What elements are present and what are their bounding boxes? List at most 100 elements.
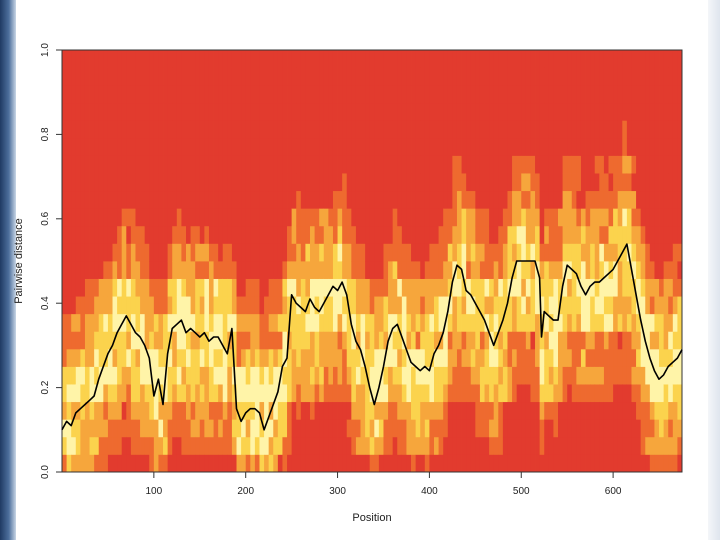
heatmap-cell: [176, 50, 182, 68]
heatmap-cell: [401, 401, 407, 420]
heatmap-cell: [314, 208, 320, 227]
heatmap-cell: [484, 225, 490, 244]
heatmap-cell: [466, 296, 472, 315]
heatmap-cell: [204, 436, 210, 455]
heatmap-cell: [310, 384, 315, 403]
heatmap-cell: [452, 313, 458, 332]
heatmap-cell: [199, 313, 205, 332]
heatmap-cell: [599, 137, 605, 156]
heatmap-cell: [351, 313, 357, 332]
heatmap-cell: [553, 419, 559, 438]
heatmap-cell: [498, 261, 504, 279]
heatmap-cell: [654, 436, 660, 455]
heatmap-cell: [140, 67, 146, 86]
heatmap-cell: [392, 208, 398, 227]
heatmap-cell: [461, 67, 467, 86]
heatmap-cell: [144, 137, 150, 156]
heatmap-cell: [337, 261, 343, 279]
heatmap-cell: [663, 243, 669, 262]
heatmap-cell: [603, 173, 609, 192]
heatmap-cell: [163, 313, 169, 332]
heatmap-cell: [103, 454, 109, 473]
heatmap-cell: [447, 313, 453, 332]
heatmap-cell: [296, 85, 302, 104]
heatmap-cell: [567, 366, 573, 385]
heatmap-cell: [236, 190, 242, 209]
heatmap-cell: [135, 243, 141, 262]
heatmap-cell: [668, 454, 674, 473]
heatmap-cell: [227, 225, 233, 244]
heatmap-cell: [268, 296, 274, 315]
heatmap-cell: [502, 225, 508, 244]
heatmap-cell: [461, 120, 467, 139]
heatmap-cell: [521, 208, 527, 227]
heatmap-cell: [374, 102, 380, 121]
heatmap-cell: [328, 243, 334, 262]
heatmap-cell: [135, 50, 141, 68]
heatmap-cell: [190, 243, 196, 262]
heatmap-cell: [149, 67, 155, 86]
heatmap-cell: [580, 120, 586, 139]
heatmap-cell: [456, 190, 462, 209]
heatmap-cell: [117, 225, 123, 244]
heatmap-cell: [636, 313, 642, 332]
heatmap-cell: [484, 190, 490, 209]
heatmap-cell: [360, 85, 366, 104]
heatmap-cell: [254, 155, 260, 174]
heatmap-cell: [107, 50, 113, 68]
heatmap-cell: [241, 137, 247, 156]
heatmap-cell: [181, 454, 187, 473]
heatmap-cell: [149, 348, 155, 367]
heatmap-cell: [190, 120, 196, 139]
heatmap-cell: [388, 401, 394, 420]
heatmap-cell: [415, 85, 421, 104]
heatmap-cell: [378, 190, 384, 209]
heatmap-cell: [672, 419, 678, 438]
heatmap-cell: [498, 331, 504, 350]
heatmap-cell: [603, 243, 609, 262]
heatmap-cell: [84, 190, 90, 209]
heatmap-cell: [479, 436, 485, 455]
heatmap-cell: [576, 278, 582, 297]
heatmap-cell: [576, 261, 582, 279]
heatmap-cell: [617, 419, 623, 438]
heatmap-cell: [479, 50, 485, 68]
heatmap-cell: [190, 278, 196, 297]
heatmap-cell: [571, 208, 577, 227]
heatmap-cell: [622, 296, 628, 315]
heatmap-cell: [208, 137, 214, 156]
heatmap-cell: [659, 384, 665, 403]
heatmap-cell: [631, 155, 637, 174]
heatmap-cell: [498, 401, 504, 420]
heatmap-cell: [176, 243, 182, 262]
heatmap-cell: [493, 190, 499, 209]
heatmap-cell: [479, 67, 485, 86]
heatmap-cell: [659, 173, 665, 192]
heatmap-cell: [649, 208, 655, 227]
heatmap-cell: [535, 102, 541, 121]
heatmap-cell: [502, 85, 508, 104]
heatmap-cell: [130, 137, 136, 156]
heatmap-cell: [126, 102, 132, 121]
heatmap-cell: [594, 120, 600, 139]
heatmap-cell: [406, 454, 412, 473]
heatmap-cell: [599, 67, 605, 86]
heatmap-cell: [599, 155, 605, 174]
heatmap-cell: [186, 173, 191, 192]
heatmap-cell: [291, 454, 297, 473]
heatmap-cell: [365, 313, 371, 332]
heatmap-cell: [479, 190, 485, 209]
heatmap-cell: [158, 50, 164, 68]
heatmap-cell: [140, 401, 146, 420]
heatmap-cell: [677, 85, 683, 104]
heatmap-cell: [355, 348, 361, 367]
heatmap-cell: [213, 243, 219, 262]
heatmap-cell: [328, 419, 334, 438]
heatmap-cell: [195, 137, 201, 156]
heatmap-cell: [388, 50, 394, 68]
heatmap-cell: [153, 278, 159, 297]
heatmap-cell: [411, 261, 417, 279]
heatmap-cell: [167, 261, 173, 279]
heatmap-cell: [535, 225, 541, 244]
heatmap-cell: [218, 401, 224, 420]
